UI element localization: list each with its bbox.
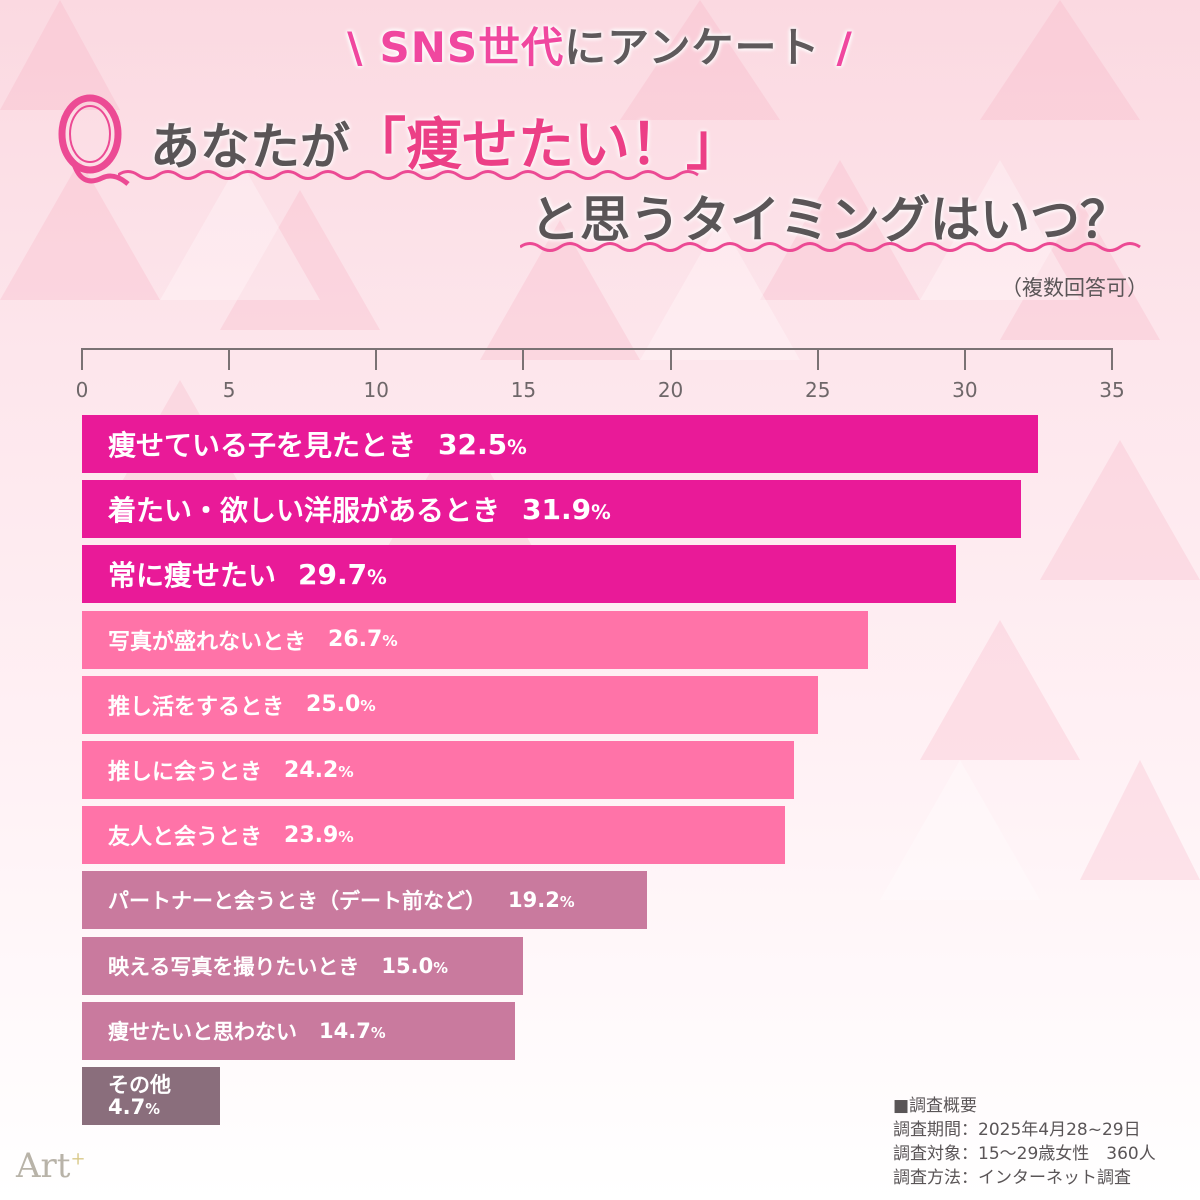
x-tick-label: 0 [75,378,89,402]
x-tick [81,348,83,370]
bar-value: 32.5% [438,428,527,461]
x-tick-label: 5 [222,378,236,402]
bar-row: パートナーと会うとき（デート前など） 19.2% [82,871,648,930]
bar-row: 着たい・欲しい洋服があるとき 31.9% [82,480,1021,539]
bar-value-unit: % [559,894,575,912]
bar-row: 推し活をするとき 25.0% [82,675,818,734]
survey-kicker: \ SNS世代にアンケート / [0,14,1200,75]
bar-value: 23.9% [284,823,354,848]
bar-value-unit: % [591,500,611,524]
q-letter-icon [58,94,130,186]
summary-target: 調査対象：15〜29歳女性 360人 [893,1144,1156,1164]
bar-value-number: 26.7 [328,627,383,653]
logo-plus: + [70,1148,86,1170]
bar-row: 痩せている子を見たとき 32.5% [82,415,1039,473]
logo-text: Art [16,1146,71,1186]
bar-value-number: 29.7 [298,557,368,591]
bar-value: 24.2% [284,758,354,783]
bar-value-number: 25.0 [306,692,361,718]
bar-label: 着たい・欲しい洋服があるとき [108,494,501,528]
bar-value-unit: % [338,762,354,781]
bar-row: 常に痩せたい 29.7% [82,545,957,604]
summary-method: 調査方法：インターネット調査 [893,1168,1131,1188]
question-line-2: と思うタイミングはいつ？ [530,191,1130,249]
question-pre: あなたが [150,118,350,176]
bar-value-number: 31.9 [522,492,592,526]
bar-value-unit: % [382,632,398,651]
bar-row: 写真が盛れないとき 26.7% [82,610,868,669]
x-tick [228,348,231,370]
x-tick-label: 15 [510,378,537,402]
bar-value-unit: % [145,1101,160,1118]
slash-left: \ [347,23,364,72]
bar-value: 26.7% [328,627,398,652]
x-tick [963,348,966,370]
bar-value: 25.0% [306,692,376,717]
survey-summary: ■調査概要 調査期間：2025年4月28~29日 調査対象：15〜29歳女性 3… [893,1094,1156,1190]
summary-period: 調査期間：2025年4月28~29日 [893,1120,1141,1140]
bar-value-unit: % [338,827,354,846]
kicker-pink-text: SNS世代 [379,23,565,72]
bar-value-number: 14.7 [319,1018,371,1043]
bar-label: 痩せている子を見たとき [108,429,417,462]
slash-right: / [836,23,853,72]
x-tick [816,348,819,370]
x-tick-label: 35 [1099,378,1125,402]
art-plus-logo: Art+ [16,1146,86,1186]
bar-row: その他 4.7% [82,1067,221,1125]
bar-label: 痩せたいと思わない [108,1019,297,1044]
bar-label: 推しに会うとき [108,760,263,785]
kicker-gray-text: にアンケート [564,23,821,72]
bar-label: 常に痩せたい [108,559,277,593]
x-tick [522,348,525,370]
bar-row: 推しに会うとき 24.2% [82,741,795,799]
bar-value: 19.2% [508,888,575,912]
bar-value-number: 23.9 [284,822,339,848]
bar-value-unit: % [367,565,387,589]
x-tick [375,348,378,370]
x-tick-label: 10 [363,378,390,402]
question-line-1: あなたが「痩せたい！」 [150,100,742,181]
x-axis-line [82,348,1112,350]
bar-value-number: 24.2 [284,757,339,783]
bar-value: 4.7% [108,1096,160,1118]
bar-row: 痩せたいと思わない 14.7% [82,1001,515,1060]
bar-value-unit: % [433,959,448,977]
bar-value: 15.0% [381,954,448,978]
multiple-answers-note: （複数回答可） [1001,276,1148,300]
bar-row: 映える写真を撮りたいとき 15.0% [82,936,524,995]
bar-value-unit: % [507,435,527,459]
bar-value-number: 19.2 [508,888,560,913]
bar-label: 映える写真を撮りたいとき [108,954,360,979]
bar-value-unit: % [360,697,376,716]
bar-row: 友人と会うとき 23.9% [82,806,786,865]
bar-value-number: 15.0 [381,953,434,978]
bar-value: 29.7% [298,558,387,591]
bar-value-number: 32.5 [438,427,508,461]
question-highlight: 「痩せたい！」 [350,113,742,178]
bar-value-unit: % [370,1024,386,1042]
wave-underline-2 [520,242,1141,252]
x-tick [669,348,672,370]
bar-label: 友人と会うとき [108,825,263,851]
bar-label: パートナーと会うとき（デート前など） [108,889,486,914]
bar-value: 14.7% [319,1019,386,1043]
bar-label: その他 [108,1072,171,1097]
bar-value-number: 4.7 [108,1095,146,1119]
x-tick-label: 25 [804,378,831,402]
bar-label: 推し活をするとき [108,694,285,720]
summary-heading: ■調査概要 [893,1096,978,1116]
x-tick [1111,348,1113,370]
bar-value: 31.9% [522,493,611,526]
bar-label: 写真が盛れないとき [108,629,307,655]
x-tick-label: 20 [657,378,684,402]
x-tick-label: 30 [952,378,978,402]
wave-underline-1 [118,170,699,180]
x-axis: 0 5 10 15 20 25 30 35 [76,348,1125,408]
